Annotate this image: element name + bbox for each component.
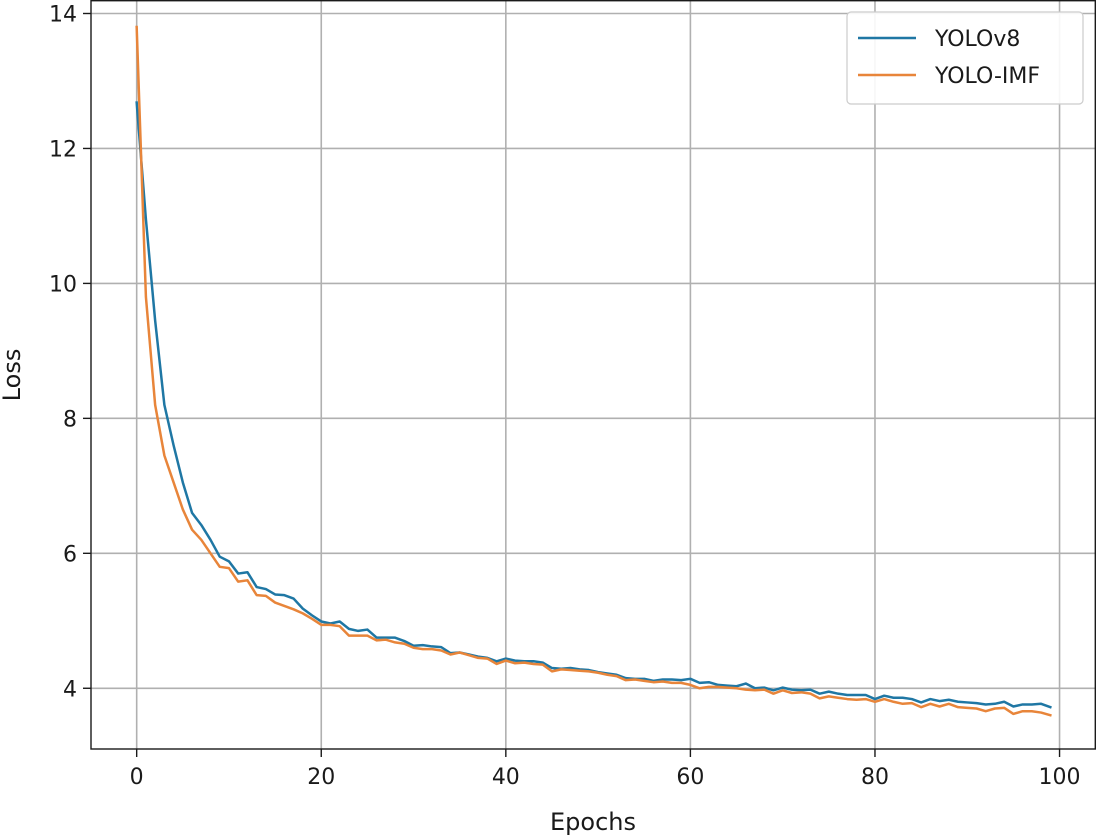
legend: YOLOv8 YOLO-IMF: [846, 11, 1084, 105]
y-axis-label: Loss: [0, 349, 26, 402]
x-tick-label: 0: [130, 765, 144, 790]
plot-frame: [90, 0, 1096, 750]
ticks: 0 20 40 60 80 100 4 6 8 10 12 14: [49, 2, 1081, 790]
legend-label-yolo-imf: YOLO-IMF: [934, 64, 1040, 89]
axes: [90, 0, 1096, 750]
y-tick-label: 14: [49, 2, 77, 27]
y-tick-label: 8: [63, 407, 77, 432]
x-tick-label: 80: [861, 765, 889, 790]
x-tick-label: 100: [1039, 765, 1081, 790]
grid: [91, 0, 1096, 749]
series-line-1: [135, 25, 1052, 717]
x-tick-label: 60: [676, 765, 704, 790]
y-tick-label: 4: [63, 677, 77, 702]
legend-label-yolov8: YOLOv8: [934, 27, 1020, 52]
y-tick-label: 10: [49, 272, 77, 297]
series-lines: [135, 25, 1052, 717]
y-tick-label: 12: [49, 137, 77, 162]
x-tick-label: 20: [307, 765, 335, 790]
x-tick-label: 40: [492, 765, 520, 790]
x-axis-label: Epochs: [550, 808, 636, 835]
y-tick-label: 6: [63, 542, 77, 567]
legend-frame: [846, 11, 1084, 105]
plot-background: [91, 0, 1096, 749]
